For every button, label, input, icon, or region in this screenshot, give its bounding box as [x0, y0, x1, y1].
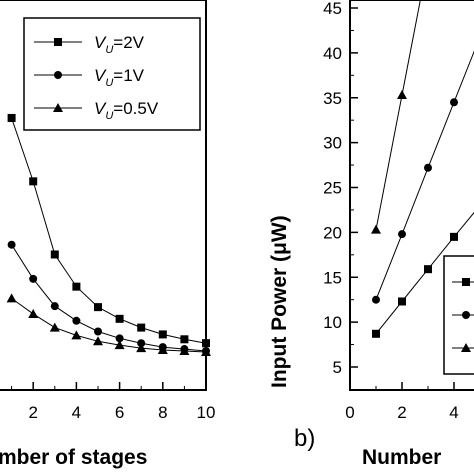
right-y-tick-label: 5: [333, 358, 342, 377]
left-point-triangle-10: [201, 346, 211, 356]
left-point-triangle-7: [136, 343, 147, 353]
left-x-tick-label: 2: [28, 403, 37, 422]
left-series-lines: [11, 117, 207, 353]
right-point-square-3: [424, 265, 432, 274]
left-point-triangle-6: [114, 340, 125, 350]
right-point-triangle-2: [397, 90, 407, 100]
left-legend-label: VU=2V: [94, 33, 145, 56]
right-series-markers: [371, 90, 458, 338]
right-legend-marker-circle: [462, 311, 470, 319]
left-point-circle-5: [94, 327, 102, 336]
left-point-circle-6: [115, 334, 124, 343]
left-point-square-5: [94, 303, 102, 312]
left-legend-box: [23, 17, 201, 131]
right-y-axis-label: Input Power (μW): [268, 215, 291, 388]
left-series-triangle-line: [11, 297, 207, 353]
left-point-square-10: [202, 339, 210, 348]
left-point-square-2: [29, 177, 38, 186]
left-point-triangle-5: [93, 336, 103, 346]
left-point-circle-4: [72, 316, 81, 325]
right-point-circle-1: [372, 295, 380, 304]
right-x-tick-label: 2: [397, 403, 406, 422]
right-x-tick-label: 4: [449, 403, 458, 422]
left-x-tick-label: 6: [115, 403, 124, 422]
right-point-square-2: [398, 297, 406, 306]
right-y-tick-label: 15: [323, 268, 342, 287]
right-legend-marker-triangle: [461, 343, 471, 352]
left-point-triangle-1: [6, 293, 17, 303]
left-point-circle-3: [50, 302, 59, 311]
left-point-circle-1: [7, 240, 16, 249]
right-y-tick-label: 20: [323, 223, 342, 242]
right-legend-marker-square: [462, 278, 470, 286]
left-x-tick-label: 4: [72, 403, 81, 422]
right-y-tick-label: 35: [323, 89, 342, 108]
left-x-axis-label: mber of stages: [0, 446, 147, 469]
left-legend-label: VU=0.5V: [94, 99, 159, 122]
left-point-square-3: [50, 250, 59, 259]
left-legend-marker-triangle: [53, 103, 63, 112]
left-point-square-9: [180, 335, 189, 344]
left-series-markers: [6, 113, 211, 356]
right-series-triangle-line: [375, 0, 421, 230]
left-legend-marker-square: [54, 38, 62, 46]
right-y-tick-label: 40: [323, 44, 342, 63]
left-point-square-1: [7, 113, 16, 122]
left-point-circle-2: [29, 274, 38, 283]
left-point-square-4: [72, 282, 81, 291]
left-point-square-6: [115, 314, 124, 323]
panel-label-b: b): [294, 425, 315, 452]
left-series-circle-line: [11, 244, 207, 352]
left-point-triangle-3: [49, 322, 60, 332]
left-legend: VU=2V VU=1V VU=0.5V: [23, 17, 201, 131]
right-y-tick-label: 30: [323, 134, 342, 153]
left-point-triangle-9: [179, 346, 190, 355]
right-point-circle-3: [424, 163, 432, 172]
left-point-triangle-8: [157, 345, 168, 355]
right-point-circle-2: [398, 230, 406, 239]
right-x-tick-label: 0: [345, 403, 354, 422]
right-point-circle-4: [450, 98, 458, 107]
left-point-square-7: [137, 323, 146, 332]
left-point-triangle-2: [28, 308, 39, 318]
right-y-tick-label: 10: [323, 313, 342, 332]
right-x-axis-label: Number: [362, 446, 441, 469]
right-plot-frame: [349, 0, 474, 391]
right-point-square-4: [450, 232, 458, 241]
right-y-tick-label: 25: [323, 179, 342, 198]
right-point-square-1: [372, 329, 380, 338]
left-axis-ticks: 2 4 6 8 10: [11, 382, 216, 422]
left-x-tick-label: 8: [158, 403, 167, 422]
right-y-tick-label: 45: [323, 0, 342, 18]
left-point-triangle-4: [71, 330, 82, 340]
right-legend: [443, 255, 474, 375]
right-point-triangle-1: [371, 224, 381, 234]
left-legend-label: VU=1V: [94, 66, 145, 89]
left-series-square-line: [11, 117, 207, 344]
left-x-tick-label: 10: [197, 403, 216, 422]
left-point-square-8: [158, 330, 167, 339]
left-legend-marker-circle: [54, 71, 62, 79]
